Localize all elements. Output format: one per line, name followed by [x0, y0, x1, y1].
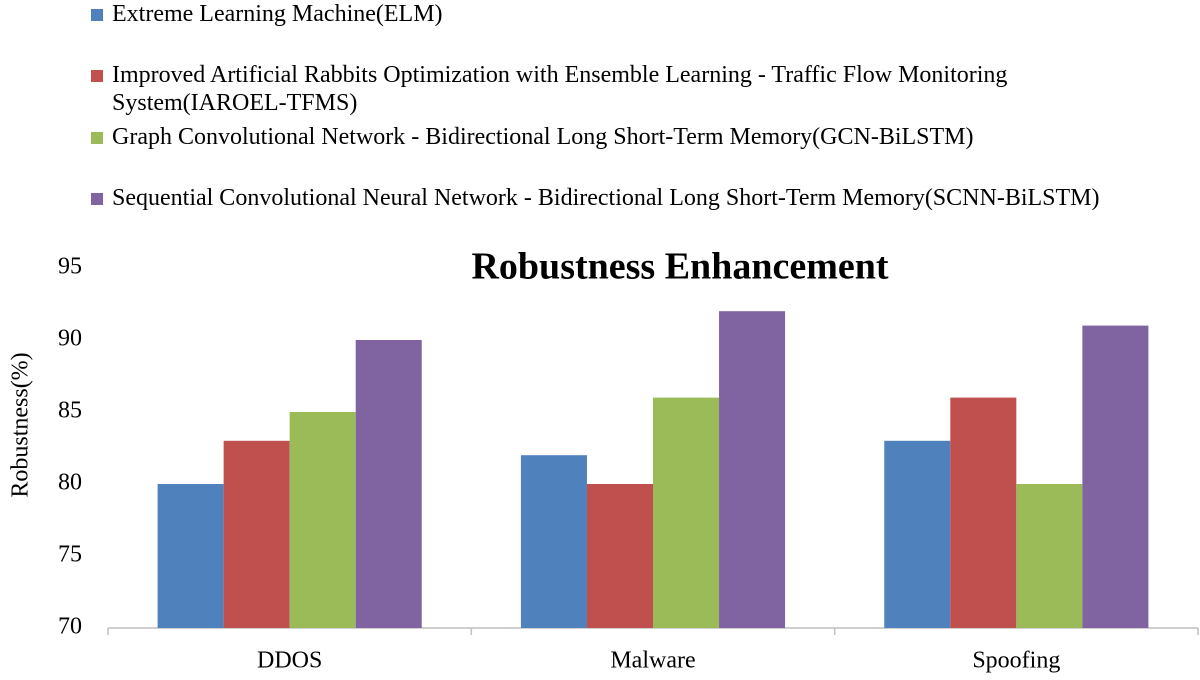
legend-label: Graph Convolutional Network - Bidirectio… [112, 124, 974, 150]
legend-entry: Graph Convolutional Network - Bidirectio… [91, 123, 1187, 151]
bar [520, 455, 587, 628]
legend-label: Improved Artificial Rabbits Optimization… [112, 62, 1008, 116]
x-tick-label: Malware [610, 648, 695, 674]
y-tick-label: 90 [58, 326, 82, 352]
bar [157, 484, 224, 628]
bar [1016, 484, 1083, 628]
bar [1082, 325, 1149, 628]
legend-swatch [91, 132, 103, 144]
legend-swatch [91, 193, 103, 205]
legend-entry: Improved Artificial Rabbits Optimization… [91, 61, 1187, 117]
bar [223, 440, 290, 628]
y-tick-label: 75 [58, 542, 82, 568]
bar [884, 440, 951, 628]
y-tick-label: 70 [58, 614, 82, 640]
bar [719, 311, 786, 628]
y-tick-label: 85 [58, 398, 82, 424]
legend-swatch [91, 70, 103, 82]
y-tick-label: 80 [58, 470, 82, 496]
legend-label: Extreme Learning Machine(ELM) [112, 1, 443, 27]
chart-title: Robustness Enhancement [471, 246, 888, 288]
bar [950, 397, 1017, 628]
legend-label: Sequential Convolutional Neural Network … [112, 185, 1100, 211]
x-tick-label: Spoofing [972, 648, 1060, 674]
legend-swatch [91, 9, 103, 21]
bar [289, 412, 356, 628]
x-tick-label: DDOS [257, 648, 322, 674]
bar [586, 484, 653, 628]
legend: Extreme Learning Machine(ELM) Improved Ar… [0, 0, 1200, 250]
legend-entry: Extreme Learning Machine(ELM) [91, 0, 1187, 28]
legend-entry: Sequential Convolutional Neural Network … [91, 184, 1187, 212]
y-axis-label: Robustness(%) [8, 352, 34, 497]
y-tick-label: 95 [58, 254, 82, 280]
bar [355, 340, 422, 628]
bar [653, 397, 720, 628]
